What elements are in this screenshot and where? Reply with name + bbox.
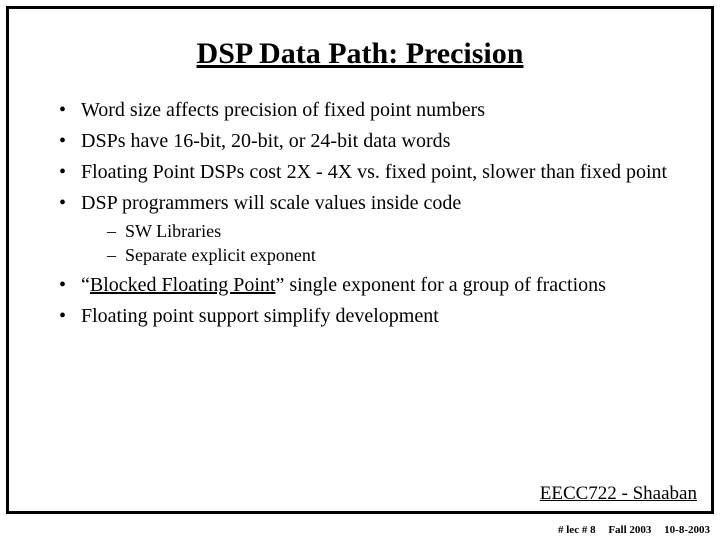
sub-bullet-item: Separate explicit exponent bbox=[103, 243, 675, 267]
bullet-item: DSP programmers will scale values inside… bbox=[53, 190, 675, 268]
bullet-item: Floating point support simplify developm… bbox=[53, 303, 675, 330]
bullet-text-post: ” single exponent for a group of fractio… bbox=[275, 274, 605, 296]
bullet-item: DSPs have 16-bit, 20-bit, or 24-bit data… bbox=[53, 128, 675, 155]
footer-lec: # lec # 8 bbox=[558, 524, 596, 536]
bullet-item: Floating Point DSPs cost 2X - 4X vs. fix… bbox=[53, 159, 675, 186]
bullet-item: Word size affects precision of fixed poi… bbox=[53, 97, 675, 124]
footer-course: EECC722 - Shaaban bbox=[536, 483, 701, 505]
bullet-text: DSP programmers will scale values inside… bbox=[81, 192, 461, 214]
footer-date: 10-8-2003 bbox=[664, 524, 710, 536]
bullet-item: “Blocked Floating Point” single exponent… bbox=[53, 272, 675, 299]
footer-meta: # lec # 8 Fall 2003 10-8-2003 bbox=[548, 524, 710, 536]
bullet-list: Word size affects precision of fixed poi… bbox=[45, 97, 675, 330]
slide-frame: DSP Data Path: Precision Word size affec… bbox=[6, 6, 714, 514]
sub-bullet-list: SW Libraries Separate explicit exponent bbox=[81, 219, 675, 268]
footer-term: Fall 2003 bbox=[608, 524, 651, 536]
slide-title: DSP Data Path: Precision bbox=[45, 37, 675, 71]
bullet-text-underlined: Blocked Floating Point bbox=[90, 274, 276, 296]
bullet-text-pre: “ bbox=[81, 274, 90, 296]
sub-bullet-item: SW Libraries bbox=[103, 219, 675, 243]
